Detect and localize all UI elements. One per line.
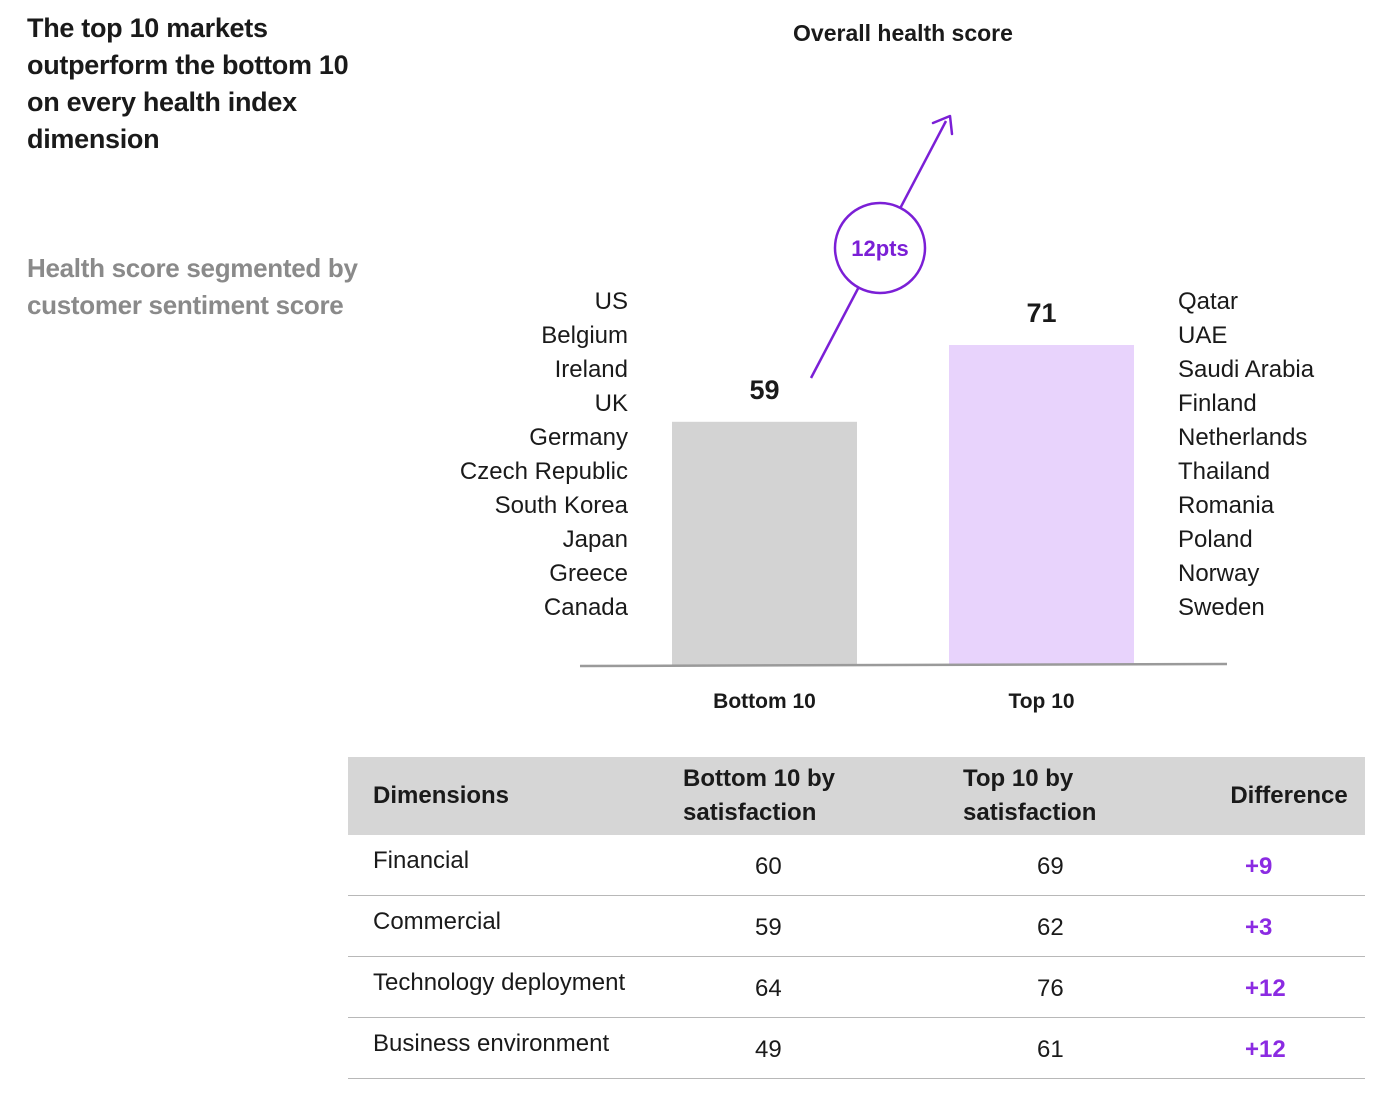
bottom10-country: Ireland [554, 356, 628, 383]
top10-cell: 61 [963, 1019, 1213, 1081]
x-axis-baseline [579, 662, 1228, 668]
difference-cell: +9 [1213, 837, 1365, 898]
top10-country: Sweden [1178, 594, 1265, 621]
bottom10-category-label: Bottom 10 [713, 690, 816, 713]
header-difference: Difference [1213, 757, 1365, 835]
top10-country: Netherlands [1178, 424, 1308, 451]
header-bottom10: Bottom 10 by satisfaction [683, 757, 963, 835]
bottom10-country: Japan [562, 526, 628, 553]
difference-cell: +12 [1213, 958, 1365, 1020]
top10-country: Saudi Arabia [1178, 356, 1315, 383]
top10-cell: 76 [963, 958, 1213, 1020]
bottom10-country: UK [594, 390, 628, 417]
bottom10-value-label: 59 [749, 375, 779, 405]
bottom10-country: Czech Republic [459, 458, 628, 485]
bottom10-cell: 64 [683, 958, 963, 1020]
top10-country: UAE [1178, 322, 1228, 349]
bottom10-country: Canada [543, 594, 628, 621]
dimension-cell: Business environment [348, 1013, 683, 1075]
bottom10-country: Greece [549, 560, 628, 587]
bottom10-country: US [594, 288, 628, 315]
health-score-chart: Overall health score 59 Bottom 10 71 Top 10 1… [579, 20, 1228, 713]
top10-bar [949, 345, 1134, 665]
chart-title: Overall health score [793, 20, 1013, 46]
difference-badge-label: 12pts [851, 236, 908, 261]
table-row: Commercial 59 62 +3 [348, 891, 1365, 959]
top10-value-label: 71 [1026, 298, 1056, 328]
bottom10-cell: 60 [683, 837, 963, 898]
difference-cell: +3 [1213, 897, 1365, 959]
top10-category-label: Top 10 [1008, 690, 1074, 713]
top10-country: Qatar [1178, 288, 1239, 315]
difference-badge [833, 201, 927, 295]
dimension-cell: Commercial [348, 891, 683, 953]
table-row: Business environment 49 61 +12 [348, 1013, 1365, 1081]
table-row: Technology deployment 64 76 +12 [348, 952, 1365, 1020]
bottom10-bar [672, 421, 857, 665]
header-top10: Top 10 by satisfaction [963, 757, 1213, 835]
bottom10-cell: 49 [683, 1019, 963, 1081]
bottom10-country: Germany [529, 424, 628, 451]
bottom10-country-list: US Belgium Ireland UK Germany Czech Republic S… [400, 285, 628, 625]
difference-cell: +12 [1213, 1019, 1365, 1081]
table-header-row: Dimensions Bottom 10 by satisfaction Top… [348, 757, 1365, 835]
table-row: Financial 60 69 +9 [348, 831, 1365, 898]
top10-country: Thailand [1178, 458, 1271, 485]
dimension-cell: Financial [348, 831, 683, 892]
headline: The top 10 markets outperform the bottom… [27, 13, 349, 154]
bottom10-cell: 59 [683, 897, 963, 959]
subheadline: Health score segmented by customer senti… [27, 253, 358, 320]
dimension-cell: Technology deployment [348, 952, 683, 1014]
difference-arrowhead-icon [931, 114, 954, 136]
top10-country: Romania [1178, 492, 1275, 519]
dimensions-table: Dimensions Bottom 10 by satisfaction Top… [348, 757, 1365, 1081]
bottom10-country: Belgium [541, 322, 628, 349]
top10-country: Norway [1178, 560, 1260, 587]
bottom10-country: South Korea [494, 492, 628, 519]
top10-country: Finland [1178, 390, 1257, 417]
top10-cell: 69 [963, 837, 1213, 898]
header-dimensions: Dimensions [348, 757, 683, 835]
top10-country: Poland [1178, 526, 1253, 553]
top10-country-list: Qatar UAE Saudi Arabia Finland Netherlands Th… [1178, 285, 1378, 625]
top10-cell: 62 [963, 897, 1213, 959]
